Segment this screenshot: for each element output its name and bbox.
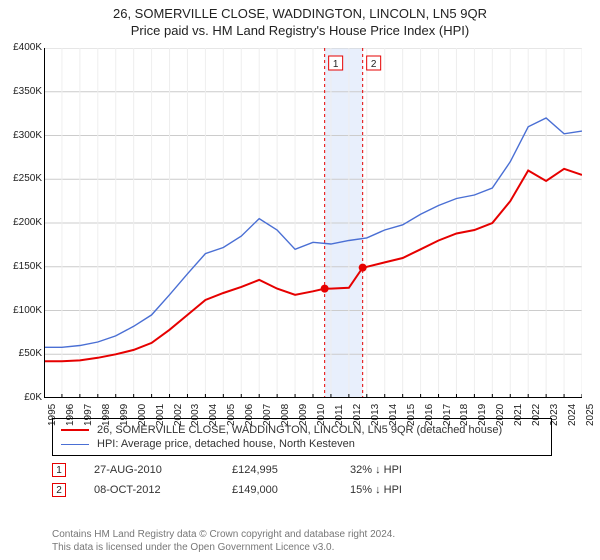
y-tick-label: £200K xyxy=(2,217,42,228)
footer-line2: This data is licensed under the Open Gov… xyxy=(52,541,395,554)
tx-delta: 15% ↓ HPI xyxy=(350,484,402,496)
tx-price: £149,000 xyxy=(232,484,322,496)
svg-text:1: 1 xyxy=(333,59,339,70)
transaction-table: 1 27-AUG-2010 £124,995 32% ↓ HPI 2 08-OCT-201… xyxy=(52,460,552,500)
page-title-address: 26, SOMERVILLE CLOSE, WADDINGTON, LINCOL… xyxy=(0,0,600,21)
marker-number: 1 xyxy=(52,463,66,477)
price-chart: 12 xyxy=(44,48,582,398)
legend-label: 26, SOMERVILLE CLOSE, WADDINGTON, LINCOL… xyxy=(97,424,502,436)
table-row: 2 08-OCT-2012 £149,000 15% ↓ HPI xyxy=(52,480,552,500)
legend-swatch xyxy=(61,444,89,445)
y-tick-label: £250K xyxy=(2,173,42,184)
footer-line1: Contains HM Land Registry data © Crown c… xyxy=(52,528,395,541)
legend-item: 26, SOMERVILLE CLOSE, WADDINGTON, LINCOL… xyxy=(61,423,543,437)
y-tick-label: £0K xyxy=(2,392,42,403)
footer-attribution: Contains HM Land Registry data © Crown c… xyxy=(52,528,395,554)
y-tick-label: £100K xyxy=(2,305,42,316)
svg-text:2: 2 xyxy=(371,59,377,70)
tx-date: 08-OCT-2012 xyxy=(94,484,204,496)
y-tick-label: £50K xyxy=(2,348,42,359)
x-tick-label: 2025 xyxy=(585,404,596,426)
tx-date: 27-AUG-2010 xyxy=(94,464,204,476)
marker-number: 2 xyxy=(52,483,66,497)
legend-item: HPI: Average price, detached house, Nort… xyxy=(61,437,543,451)
legend-swatch xyxy=(61,429,89,431)
y-tick-label: £150K xyxy=(2,261,42,272)
page-subtitle: Price paid vs. HM Land Registry's House … xyxy=(0,21,600,38)
table-row: 1 27-AUG-2010 £124,995 32% ↓ HPI xyxy=(52,460,552,480)
tx-price: £124,995 xyxy=(232,464,322,476)
y-tick-label: £400K xyxy=(2,42,42,53)
y-tick-label: £300K xyxy=(2,130,42,141)
legend-label: HPI: Average price, detached house, Nort… xyxy=(97,438,355,450)
legend: 26, SOMERVILLE CLOSE, WADDINGTON, LINCOL… xyxy=(52,418,552,456)
chart-svg: 12 xyxy=(44,48,582,398)
tx-delta: 32% ↓ HPI xyxy=(350,464,402,476)
x-tick-label: 2024 xyxy=(567,404,578,426)
y-tick-label: £350K xyxy=(2,86,42,97)
